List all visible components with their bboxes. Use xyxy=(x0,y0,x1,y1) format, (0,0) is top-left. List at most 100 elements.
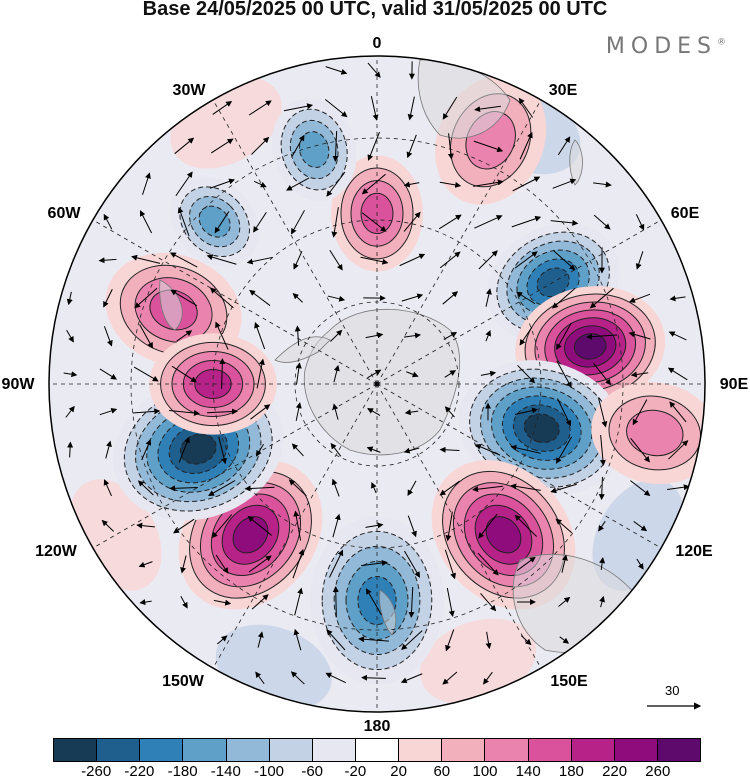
colorbar-label: -100 xyxy=(253,763,285,780)
wind-arrow xyxy=(514,514,537,537)
wind-arrow xyxy=(134,287,158,309)
wind-arrow xyxy=(173,518,195,534)
colorbar-label: 100 xyxy=(472,763,498,780)
colorbar-swatch xyxy=(614,739,658,761)
wind-arrow xyxy=(178,436,190,463)
wind-arrow xyxy=(371,482,377,494)
colorbar-label: -140 xyxy=(210,763,241,780)
landmass xyxy=(274,336,331,363)
wind-arrow xyxy=(404,409,419,416)
wind-arrow xyxy=(511,215,542,228)
wind-arrow xyxy=(326,171,346,197)
wind-arrow xyxy=(246,256,273,265)
colorbar-label: 220 xyxy=(602,763,628,780)
wind-arrow xyxy=(516,291,536,305)
wind-arrow xyxy=(213,599,232,606)
wind-arrow xyxy=(478,250,498,270)
wind-arrow xyxy=(291,134,305,157)
wind-arrow xyxy=(361,212,387,232)
landmass xyxy=(379,589,397,636)
wind-arrow xyxy=(403,332,421,339)
wind-arrow xyxy=(360,256,389,265)
wind-arrow xyxy=(439,181,462,188)
wind-arrow xyxy=(332,586,339,618)
anomaly-patch xyxy=(419,618,536,705)
wind-arrow xyxy=(99,408,118,416)
wind-arrow xyxy=(98,257,117,264)
wind-arrow xyxy=(552,249,576,271)
wind-arrow xyxy=(290,671,305,685)
wind-arrow xyxy=(211,514,233,539)
lon-label-150e: 150E xyxy=(550,673,588,690)
wind-arrow xyxy=(475,444,501,456)
wind-arrow xyxy=(332,403,339,420)
wind-arrow xyxy=(474,215,503,229)
wind-arrow xyxy=(177,206,190,237)
lon-label-30e: 30E xyxy=(548,82,578,99)
wind-arrow xyxy=(635,214,645,231)
wind-arrow xyxy=(480,370,497,377)
wind-arrow xyxy=(175,171,193,197)
wind-arrow xyxy=(218,436,227,465)
colorbar-label: -20 xyxy=(344,763,367,780)
wind-arrow xyxy=(667,484,690,491)
anomaly-contour xyxy=(485,516,522,554)
wind-arrow xyxy=(444,406,455,418)
wind-arrow xyxy=(327,295,346,302)
wind-arrow xyxy=(255,443,264,457)
wind-arrow xyxy=(169,252,198,268)
wind-arrow xyxy=(139,599,152,606)
wind-arrow xyxy=(136,522,155,529)
wind-arrow xyxy=(514,251,538,269)
wind-arrow xyxy=(667,367,688,381)
wind-arrow xyxy=(445,511,453,542)
wind-arrow xyxy=(294,587,304,616)
wind-arrow xyxy=(169,409,200,416)
landmass xyxy=(303,308,461,456)
wind-arrow xyxy=(550,483,577,494)
wind-arrow xyxy=(361,173,386,195)
wind-arrow xyxy=(407,515,417,538)
brand-logo: MODES® xyxy=(606,34,726,59)
colorbar-swatch xyxy=(355,739,400,761)
meridian-line xyxy=(376,219,662,385)
wind-arrow xyxy=(442,96,458,120)
meridian-line xyxy=(92,219,378,385)
wind-arrow xyxy=(400,673,423,684)
colorbar-label: 60 xyxy=(433,763,451,780)
anomaly-contour xyxy=(198,205,231,238)
wind-arrow xyxy=(63,371,78,378)
wind-arrow xyxy=(520,635,532,646)
wind-arrow xyxy=(517,364,536,384)
wind-arrow xyxy=(404,550,421,578)
wind-arrow xyxy=(589,287,614,309)
wind-arrow xyxy=(206,254,237,265)
colorbar-swatch xyxy=(528,739,572,761)
colorbar-swatch xyxy=(97,739,141,761)
wind-arrow xyxy=(215,554,229,574)
wind-arrow xyxy=(630,371,649,378)
wind-arrow xyxy=(329,249,343,271)
wind-arrow xyxy=(439,446,460,453)
wind-arrow xyxy=(401,630,423,651)
wind-arrow xyxy=(288,479,307,497)
wind-arrow xyxy=(215,321,229,350)
wind-arrow xyxy=(250,404,271,420)
meridian-line xyxy=(212,383,378,669)
wind-arrow xyxy=(636,558,644,570)
wind-arrow xyxy=(556,322,572,350)
meridian-line xyxy=(376,383,542,669)
wind-arrow xyxy=(551,287,576,309)
wind-arrow xyxy=(512,176,541,192)
wind-arrow xyxy=(599,557,606,570)
colorbar-label: 260 xyxy=(645,763,671,780)
wind-arrow xyxy=(370,96,379,121)
colorbar-swatch xyxy=(226,739,270,761)
wind-arrow xyxy=(555,436,572,464)
wind-arrow xyxy=(406,134,417,159)
wind-arrow xyxy=(518,97,534,118)
wind-arrow xyxy=(214,211,230,234)
wind-arrow xyxy=(139,324,153,349)
wind-arrow xyxy=(367,408,381,416)
meridian-line xyxy=(212,99,378,385)
